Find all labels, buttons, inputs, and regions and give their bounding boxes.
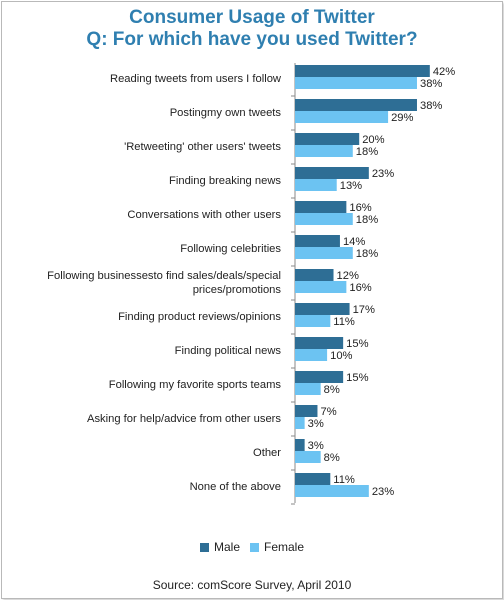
data-label: 23% <box>372 486 394 498</box>
legend-item-male: Male <box>199 540 240 554</box>
bar-male <box>295 269 334 281</box>
data-label: 10% <box>330 350 352 362</box>
bar-female <box>295 485 369 497</box>
bar-female <box>295 77 417 89</box>
bar-male <box>295 167 369 179</box>
data-label: 12% <box>337 270 359 282</box>
bar-female <box>295 179 337 191</box>
data-label: 38% <box>420 78 442 90</box>
bar-female <box>295 145 353 157</box>
category-label: Finding political news <box>175 345 282 357</box>
legend-label-female: Female <box>264 540 305 554</box>
bar-female <box>295 111 389 123</box>
bar-male <box>295 201 347 213</box>
legend-item-female: Female <box>250 540 304 554</box>
bar-male <box>295 405 318 417</box>
bar-male <box>295 235 340 247</box>
bar-male <box>295 303 350 315</box>
category-label: Other <box>253 447 281 459</box>
data-label: 29% <box>391 112 413 124</box>
legend: Male Female <box>0 540 504 554</box>
data-label: 15% <box>346 338 368 350</box>
bar-male <box>295 133 360 145</box>
data-label: 17% <box>353 304 375 316</box>
data-label: 23% <box>372 168 394 180</box>
category-label: Reading tweets from users I follow <box>110 73 282 85</box>
data-label: 42% <box>433 66 455 78</box>
bar-male <box>295 371 344 383</box>
data-label: 14% <box>343 236 365 248</box>
category-label: Asking for help/advice from other users <box>87 413 281 425</box>
category-label: Finding breaking news <box>169 175 281 187</box>
data-label: 20% <box>362 134 384 146</box>
bar-female <box>295 213 353 225</box>
data-label: 18% <box>356 214 378 226</box>
data-label: 3% <box>308 418 324 430</box>
data-label: 8% <box>324 452 340 464</box>
data-label: 7% <box>320 406 336 418</box>
bar-female <box>295 451 321 463</box>
category-label: Following my favorite sports teams <box>109 379 282 391</box>
bar-male <box>295 439 305 451</box>
bar-female <box>295 247 353 259</box>
bar-male <box>295 337 344 349</box>
data-label: 13% <box>340 180 362 192</box>
bar-female <box>295 417 305 429</box>
bar-male <box>295 65 430 77</box>
bar-female <box>295 315 331 327</box>
data-label: 15% <box>346 372 368 384</box>
source-note: Source: comScore Survey, April 2010 <box>152 578 352 592</box>
data-label: 18% <box>356 146 378 158</box>
category-label: Following celebrities <box>180 243 281 255</box>
data-label: 3% <box>308 440 324 452</box>
bar-female <box>295 383 321 395</box>
legend-swatch-male <box>199 542 209 552</box>
data-label: 16% <box>349 202 371 214</box>
category-label: Conversations with other users <box>127 209 281 221</box>
category-label: None of the above <box>190 481 281 493</box>
bar-female <box>295 349 328 361</box>
chart-subtitle: Q: For which have you used Twitter? <box>86 29 418 50</box>
category-label: 'Retweeting' other users' tweets <box>124 141 281 153</box>
category-label: Postingmy own tweets <box>170 107 282 119</box>
chart-title: Consumer Usage of Twitter <box>129 7 375 28</box>
data-label: 11% <box>333 316 355 328</box>
data-label: 38% <box>420 100 442 112</box>
bar-male <box>295 473 331 485</box>
category-label: Following businessesto find sales/deals/… <box>47 270 281 282</box>
data-label: 8% <box>324 384 340 396</box>
bar-chart: Reading tweets from users I follow42%38%… <box>47 63 455 505</box>
legend-label-male: Male <box>213 540 240 554</box>
data-label: 16% <box>349 282 371 294</box>
bar-female <box>295 281 347 293</box>
data-label: 18% <box>356 248 378 260</box>
legend-swatch-female <box>250 542 259 552</box>
category-label: prices/promotions <box>193 284 282 296</box>
bar-male <box>295 99 417 111</box>
category-label: Finding product reviews/opinions <box>118 311 281 323</box>
data-label: 11% <box>333 474 355 486</box>
